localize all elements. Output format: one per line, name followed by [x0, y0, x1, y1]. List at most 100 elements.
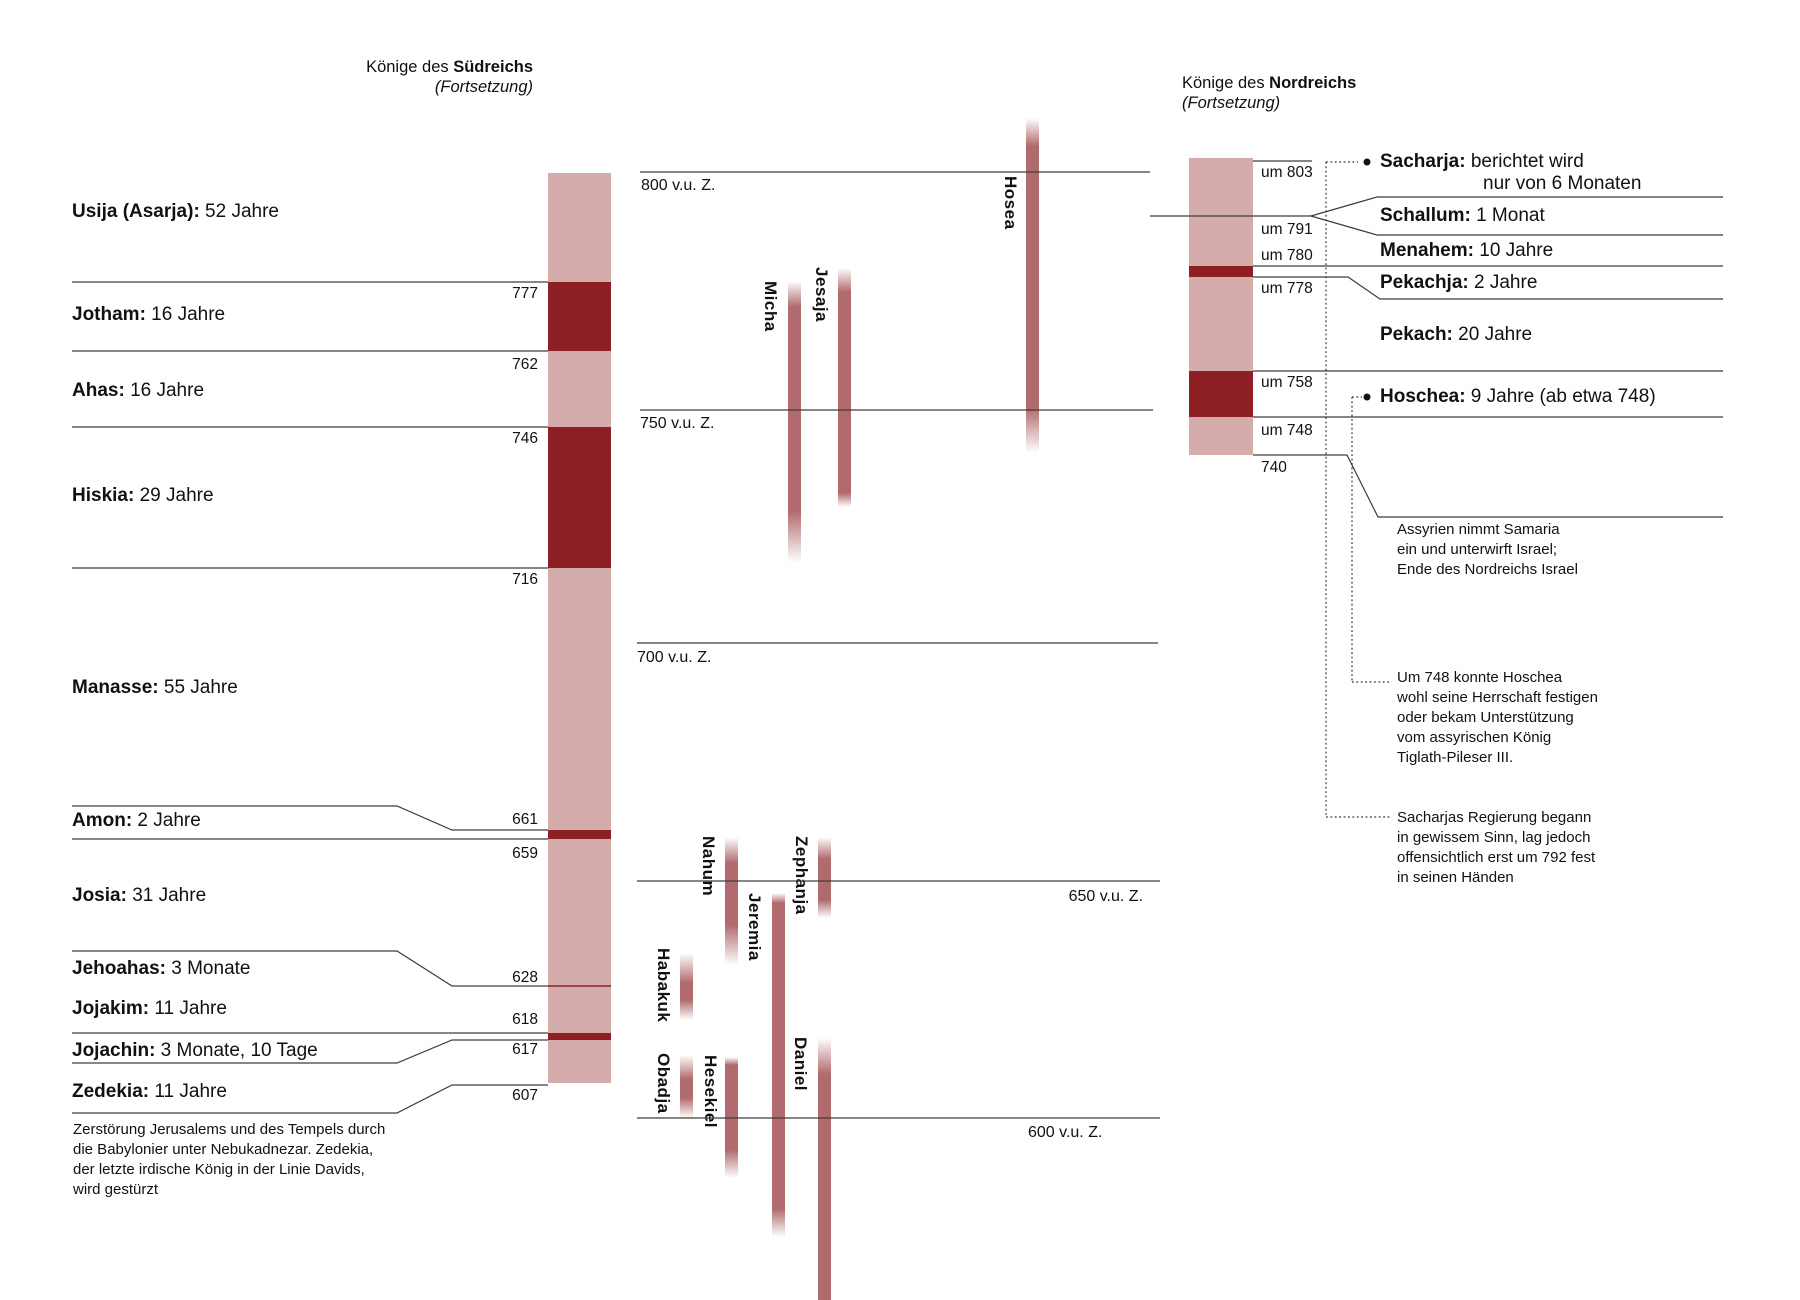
axis-label-650: 650 v.u. Z. — [1068, 888, 1143, 905]
note-sacharja: Sacharjas Regierung begann in gewissem S… — [1397, 808, 1595, 888]
south-bar-ahas — [548, 351, 611, 427]
south-bar-amon — [548, 830, 611, 839]
north-bar-hoschea-end — [1189, 417, 1253, 455]
south-king-josia: Josia: 31 Jahre — [72, 885, 207, 906]
year-label-777: 777 — [512, 285, 538, 302]
south-bar-josia — [548, 839, 611, 1033]
south-footnote-line: wird gestürzt — [73, 1181, 159, 1198]
south-king-jehoahas: Jehoahas: 3 Monate — [72, 958, 251, 979]
prophet-label-hosea: Hosea — [1001, 176, 1020, 230]
tick-label-um758: um 758 — [1261, 374, 1313, 391]
south-sep-607-jog — [72, 1084, 548, 1114]
north-king-schallum: Schallum: 1 Monat — [1380, 205, 1545, 226]
south-header-subtitle: (Fortsetzung) — [434, 78, 533, 96]
north-king-hoschea: Hoschea: 9 Jahre (ab etwa 748) — [1380, 386, 1656, 407]
north-king-pekachja: Pekachja: 2 Jahre — [1380, 272, 1538, 293]
prophet-bar-habakuk — [680, 953, 693, 1020]
note-sacharja-line: in seinen Händen — [1397, 869, 1514, 886]
bullet-sacharja — [1363, 158, 1371, 166]
south-kings-bar — [548, 173, 611, 1083]
north-schallum-bottom — [1310, 215, 1723, 236]
north-bar-pekachja — [1189, 266, 1253, 277]
note-sacharja-line: Sacharjas Regierung begann — [1397, 809, 1592, 826]
south-king-jotham: Jotham: 16 Jahre — [72, 304, 226, 325]
south-header: Könige des Südreichs (Fortsetzung) — [233, 57, 533, 97]
north-bar-hoschea — [1189, 371, 1253, 417]
year-label-617: 617 — [512, 1041, 538, 1058]
south-king-hiskia: Hiskia: 29 Jahre — [72, 485, 214, 506]
north-king-pekach: Pekach: 20 Jahre — [1380, 324, 1533, 345]
north-header-title: Könige des Nordreichs — [1182, 73, 1356, 93]
note-sacharja-line: in gewissem Sinn, lag jedoch — [1397, 829, 1591, 846]
prophet-bar-obadja — [680, 1055, 693, 1118]
year-label-659: 659 — [512, 845, 538, 862]
tick-label-um791: um 791 — [1261, 221, 1313, 238]
prophet-bar-micha — [788, 281, 801, 563]
note-assyria-line: Ende des Nordreichs Israel — [1397, 561, 1578, 578]
year-label-716: 716 — [512, 571, 538, 588]
south-header-title: Könige des Südreichs — [233, 57, 533, 77]
north-king-sacharja: Sacharja: berichtet wird — [1380, 151, 1584, 172]
axis-label-700: 700 v.u. Z. — [637, 649, 712, 666]
north-header: Könige des Nordreichs (Fortsetzung) — [1182, 73, 1356, 113]
north-schallum-top — [1310, 196, 1723, 217]
axis-label-600: 600 v.u. Z. — [1028, 1124, 1103, 1141]
note-hoschea: Um 748 konnte Hoschea wohl seine Herrsch… — [1397, 668, 1598, 768]
note-hoschea-line: Tiglath-Pileser III. — [1397, 749, 1514, 766]
north-bar-sacharja-menahem — [1189, 158, 1253, 266]
prophet-bar-nahum — [725, 837, 738, 965]
note-hoschea-line: oder bekam Unterstützung — [1397, 709, 1574, 726]
note-hoschea-line: vom assyrischen König — [1397, 729, 1552, 746]
south-footnote-line: der letzte irdische König in der Linie D… — [73, 1161, 365, 1178]
north-pekachja-bottom — [1253, 276, 1723, 300]
year-label-628: 628 — [512, 969, 538, 986]
south-header-bold: Südreichs — [453, 58, 533, 76]
axis-label-750: 750 v.u. Z. — [640, 415, 715, 432]
south-bar-zedekia — [548, 1040, 611, 1083]
north-header-subtitle: (Fortsetzung) — [1182, 94, 1281, 112]
bullet-hoschea — [1363, 393, 1371, 401]
south-footnote-line: die Babylonier unter Nebukadnezar. Zedek… — [73, 1141, 374, 1158]
south-king-ahas: Ahas: 16 Jahre — [72, 380, 205, 401]
note-assyria-line: Assyrien nimmt Samaria — [1397, 521, 1560, 538]
south-footnote-line: Zerstörung Jerusalems und des Tempels du… — [73, 1121, 386, 1138]
note-hoschea-line: Um 748 konnte Hoschea — [1397, 669, 1563, 686]
prophet-bar-hosea — [1026, 118, 1039, 453]
year-label-746: 746 — [512, 430, 538, 447]
tick-label-um803: um 803 — [1261, 164, 1313, 181]
prophet-bar-zephanja — [818, 837, 831, 918]
south-king-jojakim: Jojakim: 11 Jahre — [72, 998, 227, 1019]
south-footnote: Zerstörung Jerusalems und des Tempels du… — [73, 1120, 385, 1200]
prophet-label-daniel: Daniel — [791, 1037, 810, 1092]
south-king-usija: Usija (Asarja): 52 Jahre — [72, 201, 280, 222]
south-sep-661-jog — [72, 805, 548, 831]
north-bar-pekach — [1189, 277, 1253, 371]
north-line-740-jog — [1253, 454, 1723, 518]
year-label-762: 762 — [512, 356, 538, 373]
prophet-label-jeremia: Jeremia — [745, 893, 764, 961]
south-king-jojachin: Jojachin: 3 Monate, 10 Tage — [72, 1040, 318, 1061]
south-king-zedekia: Zedekia: 11 Jahre — [72, 1081, 227, 1102]
prophet-bar-daniel — [818, 1038, 831, 1300]
year-label-661: 661 — [512, 811, 538, 828]
prophet-label-hesekiel: Hesekiel — [701, 1055, 720, 1128]
note-assyria-line: ein und unterwirft Israel; — [1397, 541, 1558, 558]
note-assyria: Assyrien nimmt Samaria ein und unterwirf… — [1397, 520, 1578, 580]
north-kings-bar — [1189, 158, 1253, 455]
tick-label-740: 740 — [1261, 459, 1287, 476]
south-header-prefix: Könige des — [366, 58, 454, 76]
year-label-618: 618 — [512, 1011, 538, 1028]
south-king-amon: Amon: 2 Jahre — [72, 810, 201, 831]
tick-label-um748: um 748 — [1261, 422, 1313, 439]
south-sep-617-jog — [72, 1039, 548, 1064]
prophet-bar-jeremia — [772, 893, 785, 1237]
south-king-manasse: Manasse: 55 Jahre — [72, 677, 238, 698]
prophet-label-jesaja: Jesaja — [812, 267, 831, 322]
axis-label-800: 800 v.u. Z. — [641, 177, 716, 194]
prophet-bar-jesaja — [838, 268, 851, 507]
prophet-label-zephanja: Zephanja — [792, 836, 811, 915]
prophet-label-micha: Micha — [761, 281, 780, 332]
north-king-menahem: Menahem: 10 Jahre — [1380, 240, 1554, 261]
